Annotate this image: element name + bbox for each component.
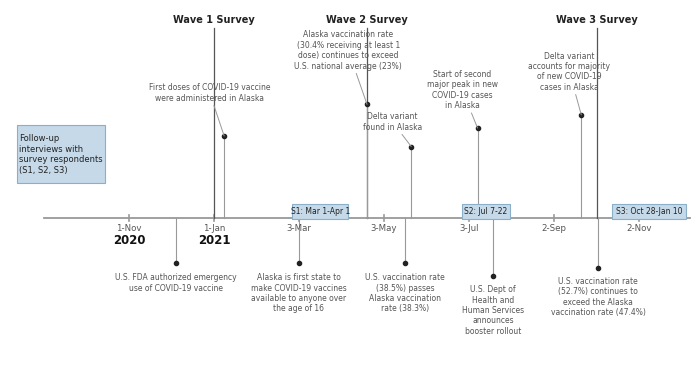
Text: U.S. FDA authorized emergency
use of COVID-19 vaccine: U.S. FDA authorized emergency use of COV… — [115, 273, 237, 293]
Text: Start of second
major peak in new
COVID-19 cases
in Alaska: Start of second major peak in new COVID-… — [427, 70, 498, 128]
Text: U.S. vaccination rate
(38.5%) passes
Alaska vaccination
rate (38.3%): U.S. vaccination rate (38.5%) passes Ala… — [365, 273, 445, 314]
Text: Alaska is first state to
make COVID-19 vaccines
available to anyone over
the age: Alaska is first state to make COVID-19 v… — [251, 273, 347, 314]
Text: 3-Jul: 3-Jul — [459, 224, 479, 233]
Text: 1-Nov: 1-Nov — [116, 224, 141, 233]
FancyBboxPatch shape — [462, 204, 510, 219]
Text: Delta variant
found in Alaska: Delta variant found in Alaska — [363, 112, 422, 147]
Text: 2021: 2021 — [197, 234, 230, 247]
FancyBboxPatch shape — [612, 204, 686, 219]
Text: Delta variant
accounts for majority
of new COVID-19
cases in Alaska: Delta variant accounts for majority of n… — [528, 52, 610, 115]
FancyBboxPatch shape — [292, 204, 349, 219]
Text: S1: Mar 1-Apr 1: S1: Mar 1-Apr 1 — [290, 207, 350, 216]
Text: 2-Nov: 2-Nov — [626, 224, 652, 233]
Text: U.S. Dept of
Health and
Human Services
announces
booster rollout: U.S. Dept of Health and Human Services a… — [462, 285, 524, 336]
Text: S2: Jul 7-22: S2: Jul 7-22 — [464, 207, 508, 216]
Text: Follow-up
interviews with
survey respondents
(S1, S2, S3): Follow-up interviews with survey respond… — [19, 134, 103, 175]
Text: 2020: 2020 — [113, 234, 145, 247]
Text: 2-Sep: 2-Sep — [542, 224, 566, 233]
Text: Wave 3 Survey: Wave 3 Survey — [556, 15, 638, 25]
Text: 3-May: 3-May — [371, 224, 398, 233]
Text: First doses of COVID-19 vaccine
were administered in Alaska: First doses of COVID-19 vaccine were adm… — [149, 83, 270, 136]
FancyBboxPatch shape — [17, 125, 105, 184]
Text: S3: Oct 28-Jan 10: S3: Oct 28-Jan 10 — [615, 207, 682, 216]
Text: Wave 1 Survey: Wave 1 Survey — [173, 15, 255, 25]
Text: Wave 2 Survey: Wave 2 Survey — [326, 15, 408, 25]
Text: Alaska vaccination rate
(30.4% receiving at least 1
dose) continues to exceed
U.: Alaska vaccination rate (30.4% receiving… — [295, 30, 402, 104]
Text: 1-Jan: 1-Jan — [203, 224, 225, 233]
Text: 3-Mar: 3-Mar — [286, 224, 312, 233]
Text: U.S. vaccination rate
(52.7%) continues to
exceed the Alaska
vaccination rate (4: U.S. vaccination rate (52.7%) continues … — [551, 277, 645, 317]
